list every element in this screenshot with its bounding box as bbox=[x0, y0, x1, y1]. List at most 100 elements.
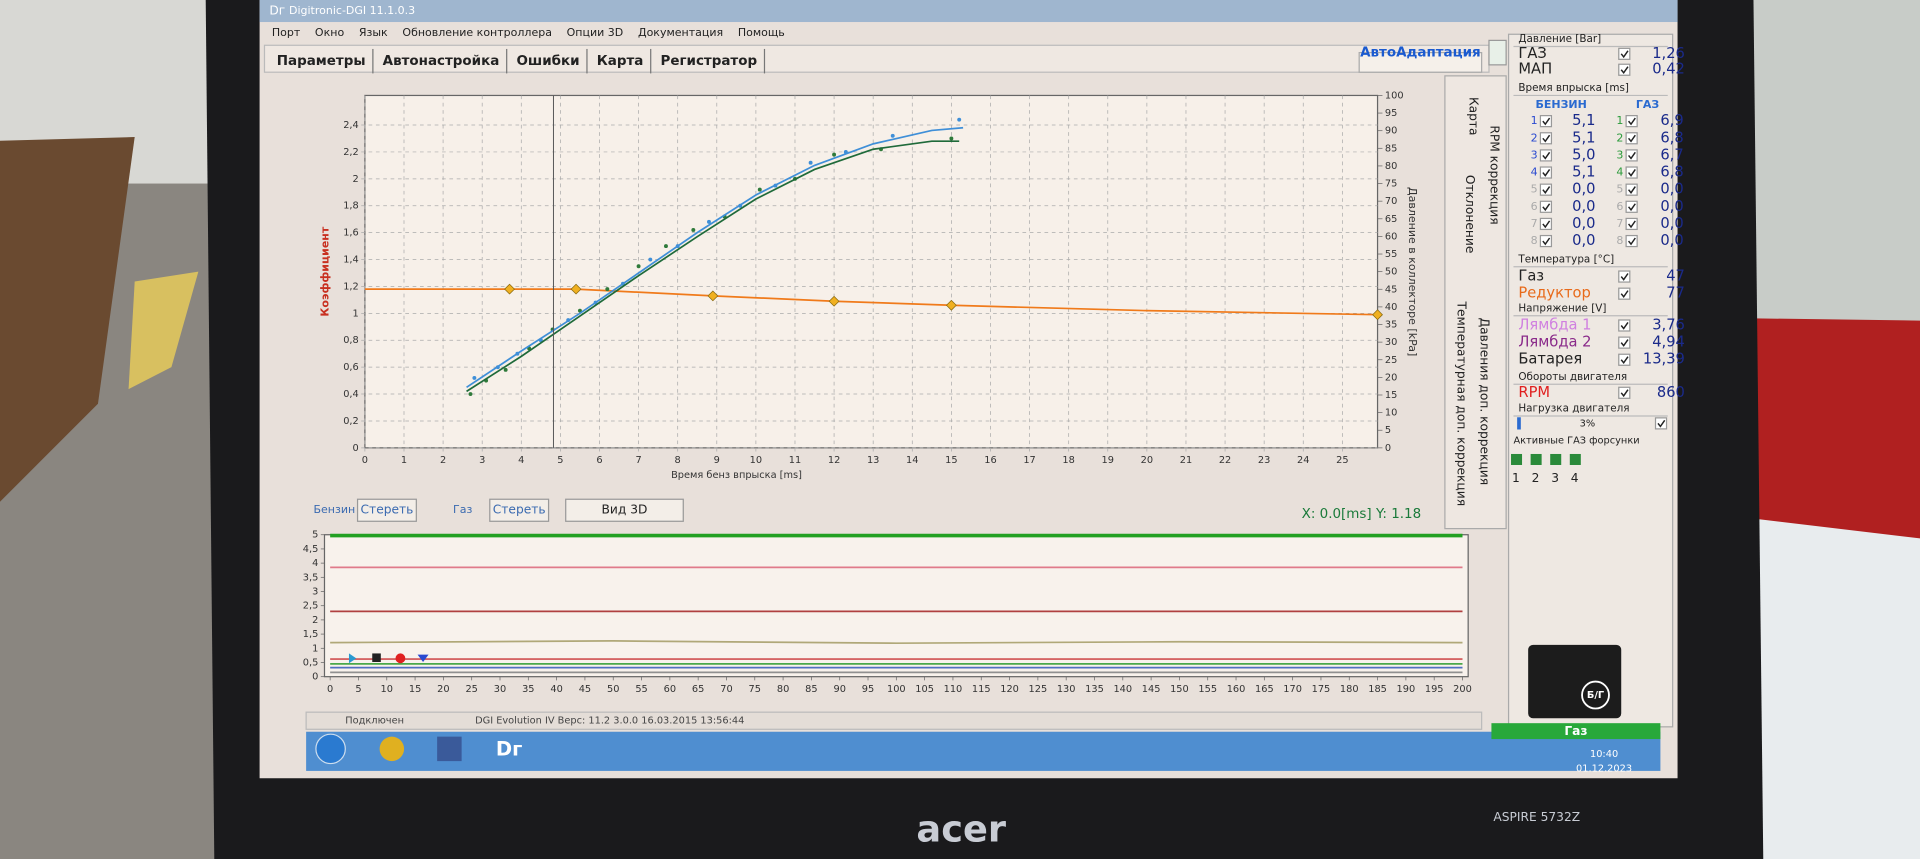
y-tick-label: 1,5 bbox=[303, 629, 319, 640]
auto-button-frame[interactable] bbox=[1358, 52, 1483, 73]
checkbox bbox=[1625, 115, 1638, 128]
checkmark bbox=[1627, 203, 1636, 212]
side-tab[interactable]: RPM коррекция bbox=[1487, 125, 1501, 224]
y-tick-label: 2 bbox=[312, 615, 318, 626]
section-title: Активные ГАЗ форсунки bbox=[1513, 436, 1639, 447]
menu-item[interactable]: Помощь bbox=[738, 26, 785, 39]
logo-box bbox=[1528, 644, 1622, 719]
checkmark bbox=[1542, 237, 1551, 246]
data-point bbox=[691, 227, 696, 232]
x-tick-label: 160 bbox=[1227, 684, 1246, 695]
x-tick-label: 11 bbox=[789, 455, 801, 466]
save-icon[interactable] bbox=[437, 736, 462, 762]
data-point bbox=[808, 160, 813, 165]
tab[interactable]: Регистратор bbox=[661, 54, 758, 69]
x-tick-label: 125 bbox=[1029, 684, 1048, 695]
x-tick-label: 4 bbox=[518, 455, 524, 466]
button[interactable] bbox=[356, 498, 417, 522]
button[interactable] bbox=[565, 498, 684, 522]
x-tick-label: 115 bbox=[972, 684, 991, 695]
y2-tick-label: 70 bbox=[1385, 196, 1397, 207]
y-tick-label: 5 bbox=[312, 530, 318, 541]
taskbar-app[interactable]: Dг bbox=[496, 738, 522, 761]
paper-scrap bbox=[128, 271, 199, 390]
view-3d-button[interactable]: Вид 3D bbox=[602, 503, 648, 517]
y-axis-label: Коэффициент bbox=[319, 226, 332, 316]
diamond-marker bbox=[570, 283, 582, 295]
x-tick-label: 165 bbox=[1255, 684, 1274, 695]
cylinder-number: 6 bbox=[1616, 200, 1623, 213]
side-tab[interactable]: Температурная доп. коррекция bbox=[1454, 301, 1468, 507]
y-tick-label: 1 bbox=[312, 643, 318, 654]
playback-button[interactable] bbox=[395, 653, 406, 664]
menu-item[interactable]: Опции 3D bbox=[567, 26, 624, 39]
checkbox bbox=[1618, 63, 1631, 76]
x-tick-label: 6 bbox=[596, 455, 602, 466]
petrol-time: 0,0 bbox=[1572, 232, 1595, 249]
checkmark bbox=[1620, 66, 1629, 75]
injector-icon bbox=[1530, 453, 1542, 465]
button[interactable] bbox=[489, 498, 550, 522]
y-tick-label: 0,4 bbox=[343, 389, 359, 400]
tab[interactable]: Ошибки bbox=[516, 53, 579, 69]
x-tick-label: 20 bbox=[1141, 455, 1153, 466]
y2-tick-label: 5 bbox=[1385, 425, 1391, 436]
checkmark bbox=[1620, 389, 1629, 398]
y-tick-label: 4 bbox=[312, 558, 318, 569]
side-panel bbox=[1507, 33, 1674, 728]
x-tick-label: 9 bbox=[714, 455, 720, 466]
y-tick-label: 1,2 bbox=[343, 281, 359, 292]
window-title: Digitronic-DGI 11.1.0.3 bbox=[289, 4, 415, 17]
x-tick-label: 24 bbox=[1297, 455, 1309, 466]
side-tab[interactable]: Давления доп. коррекция bbox=[1478, 318, 1492, 485]
value-label: ГАЗ bbox=[1518, 45, 1546, 62]
checkmark bbox=[1542, 151, 1551, 160]
small-button[interactable] bbox=[1488, 39, 1507, 66]
tab[interactable]: Автонастройка bbox=[383, 54, 500, 69]
title-bar bbox=[259, 0, 1678, 23]
playback-button[interactable] bbox=[372, 653, 381, 662]
x-tick-label: 90 bbox=[833, 684, 845, 695]
checkbox bbox=[1625, 217, 1638, 231]
y2-tick-label: 30 bbox=[1385, 337, 1397, 348]
cylinder-number: 1 bbox=[1616, 114, 1623, 127]
y-tick-label: 0,8 bbox=[343, 335, 359, 346]
y2-tick-label: 10 bbox=[1385, 408, 1397, 419]
x-tick-label: 25 bbox=[465, 684, 477, 695]
data-point bbox=[957, 117, 962, 122]
gas-clear-button[interactable]: Стереть bbox=[493, 503, 546, 517]
menu-item[interactable]: Язык bbox=[359, 26, 388, 39]
chrome-icon[interactable] bbox=[379, 736, 405, 762]
menu-item[interactable]: Документация bbox=[638, 26, 723, 39]
menu-item[interactable]: Окно bbox=[315, 26, 345, 39]
petrol-clear-button[interactable]: Стереть bbox=[361, 503, 414, 517]
checkbox bbox=[1539, 234, 1553, 248]
start-button[interactable] bbox=[315, 733, 346, 765]
tab[interactable]: Карта bbox=[597, 54, 644, 69]
auto-button[interactable]: АвтоАдаптация bbox=[1360, 46, 1481, 61]
playback-button[interactable] bbox=[417, 654, 429, 662]
checkbox bbox=[1618, 319, 1631, 332]
checkbox bbox=[1625, 183, 1638, 196]
x-tick-label: 20 bbox=[437, 684, 449, 695]
checkmark bbox=[1542, 220, 1551, 229]
x-tick-label: 15 bbox=[945, 455, 957, 466]
x-tick-label: 7 bbox=[635, 455, 641, 466]
y2-tick-label: 75 bbox=[1385, 179, 1397, 190]
data-point bbox=[503, 367, 508, 372]
value-label: Газ bbox=[1518, 268, 1544, 285]
value-readout: 47 bbox=[1666, 268, 1685, 285]
menu-item[interactable]: Обновление контроллера bbox=[402, 26, 552, 39]
section-title: Температура [°C] bbox=[1517, 253, 1614, 265]
data-point bbox=[832, 152, 837, 157]
tab[interactable]: Параметры bbox=[277, 54, 366, 69]
playback-button[interactable] bbox=[348, 653, 357, 664]
value-label: RPM bbox=[1518, 384, 1550, 401]
side-tab[interactable]: Отклонение bbox=[1463, 175, 1477, 253]
menu-item[interactable]: Порт bbox=[272, 26, 301, 39]
x-tick-label: 0 bbox=[327, 684, 333, 695]
side-tab[interactable]: Карта bbox=[1467, 97, 1481, 136]
cylinder-number: 6 bbox=[1531, 200, 1538, 213]
x-tick-label: 65 bbox=[692, 684, 704, 695]
